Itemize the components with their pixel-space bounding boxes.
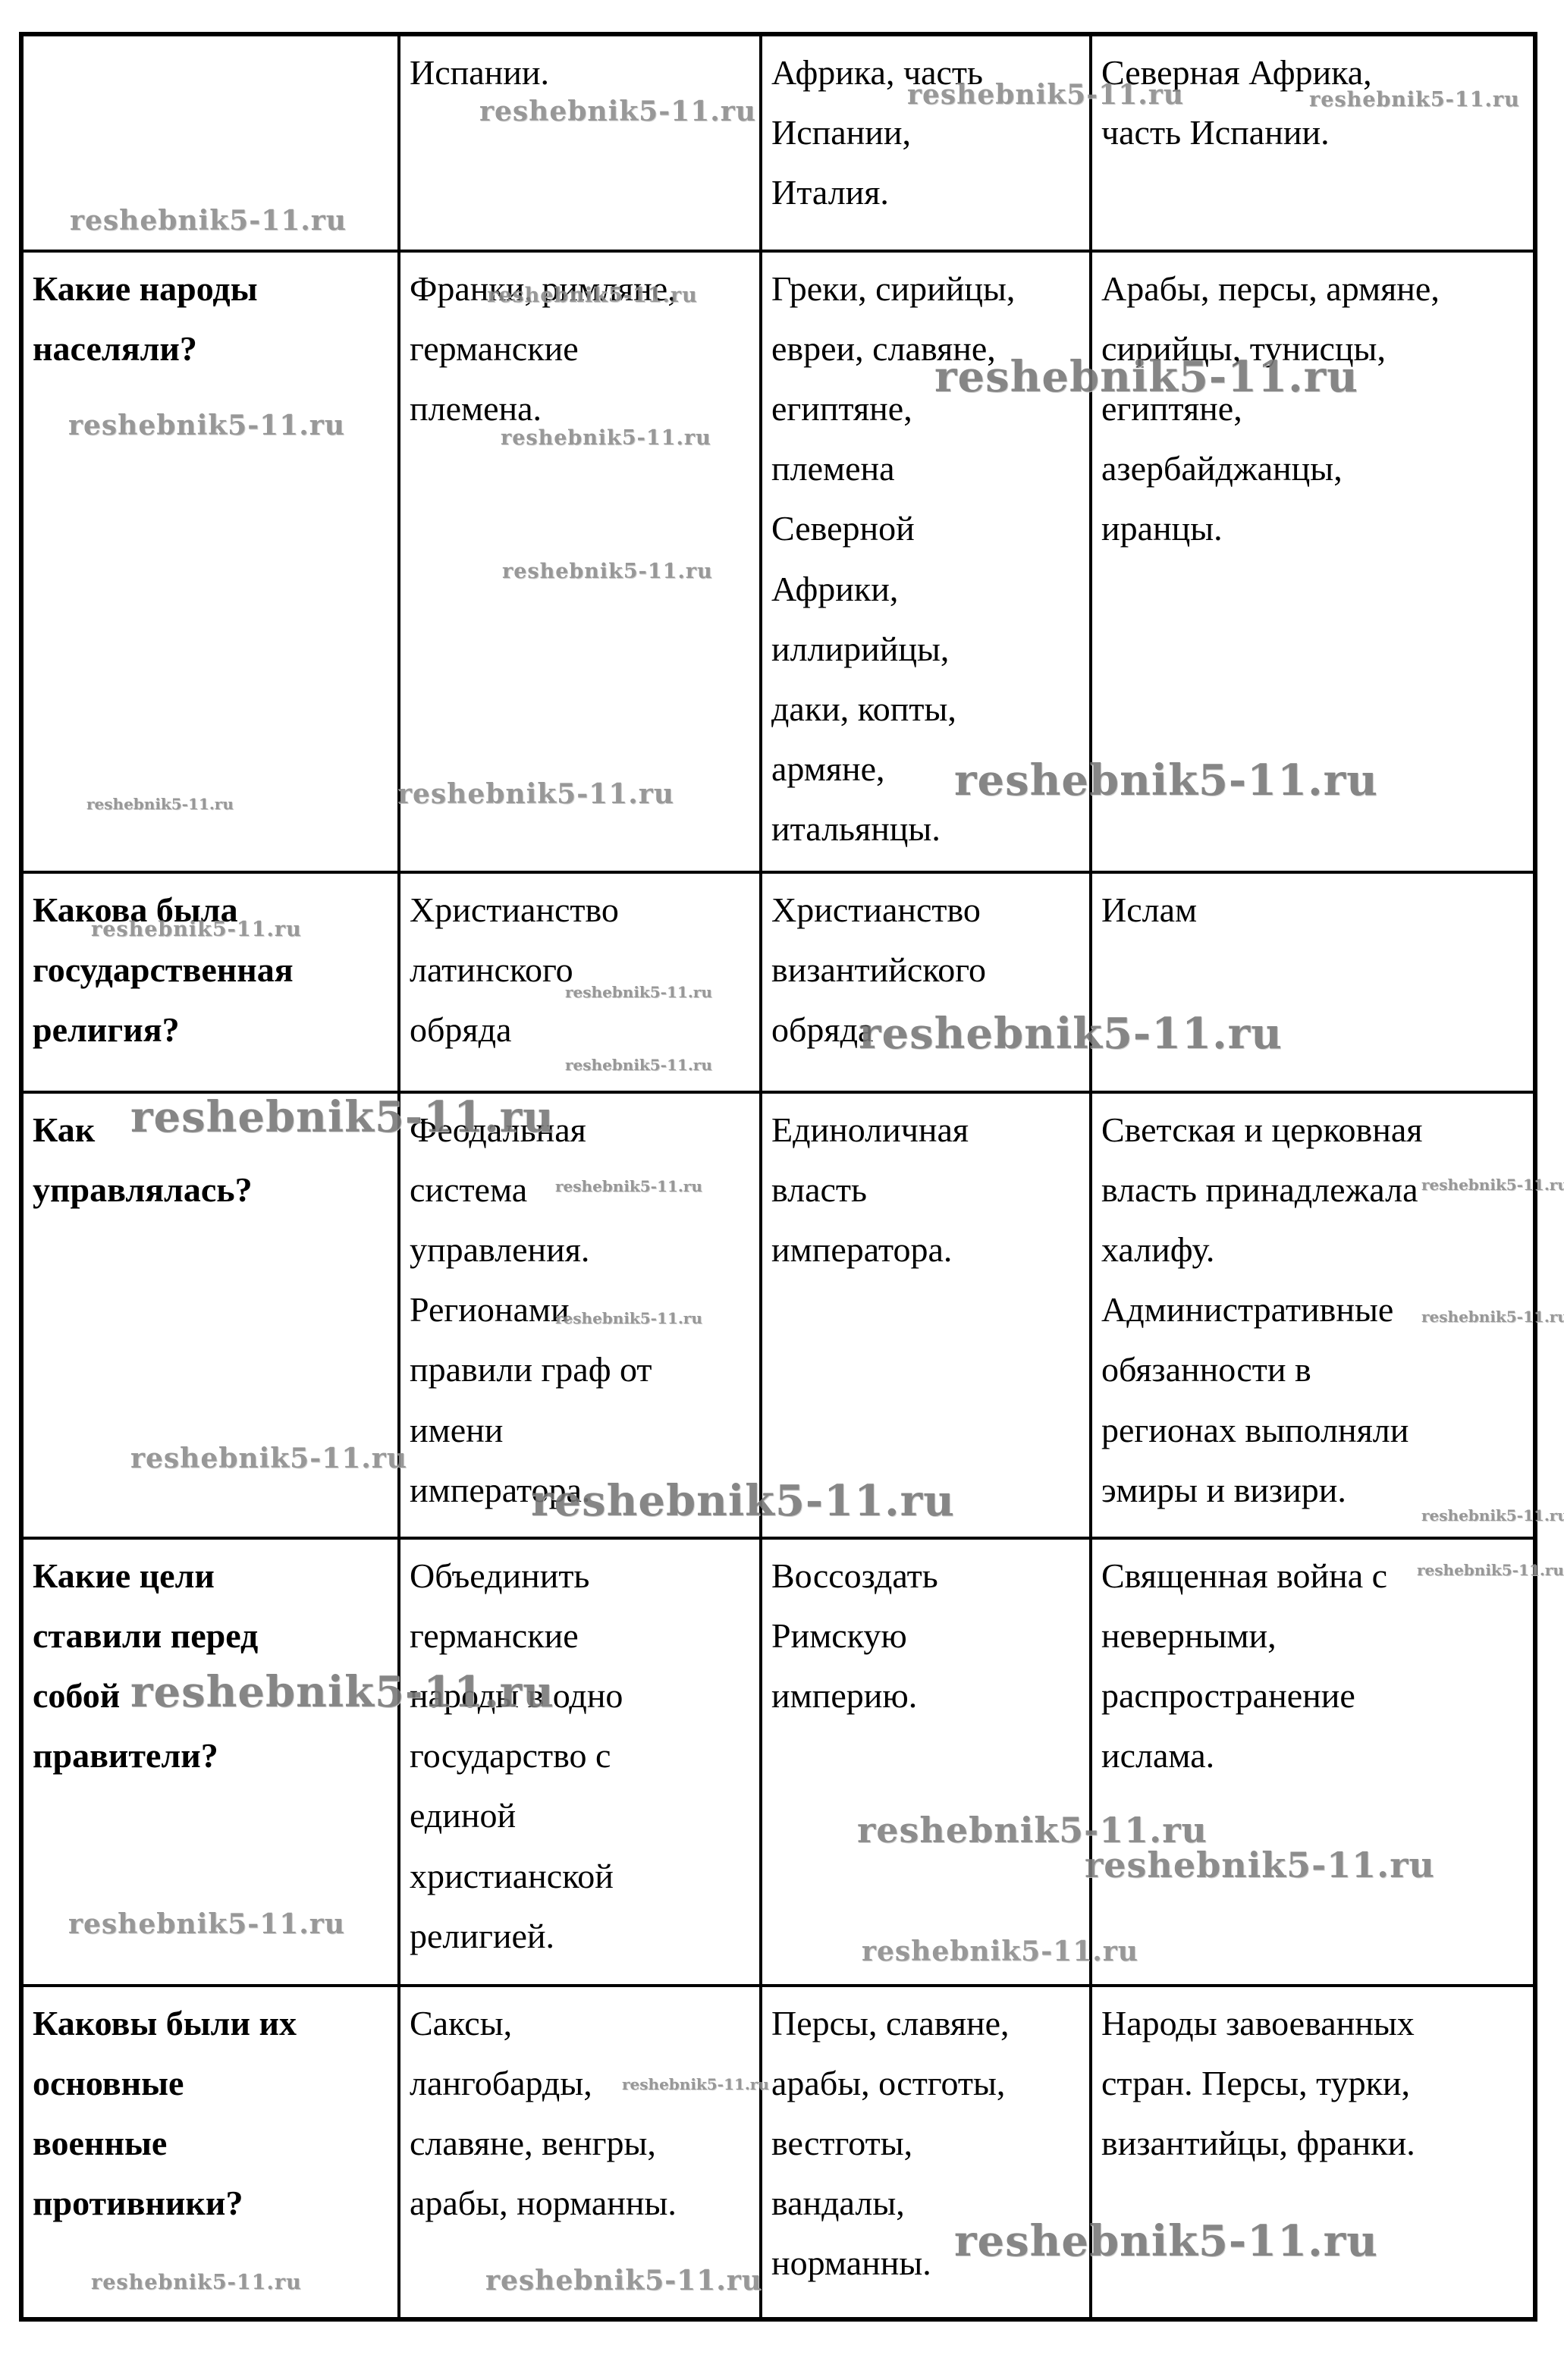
- cell-peoples-empire3: Арабы, персы, армяне, сирийцы, тунисцы, …: [1089, 250, 1537, 874]
- cell-religion-empire1: Христианство латинского обряда: [397, 871, 762, 1094]
- table-row-territory: Испании. Африка, часть Испании, Италия. …: [20, 33, 1537, 253]
- cell-peoples-empire2: Греки, сирийцы, евреи, славяне, египтяне…: [759, 250, 1092, 874]
- cell-enemies-empire3: Народы завоеванных стран. Персы, турки, …: [1089, 1984, 1537, 2321]
- cell-governance-empire3: Светская и церковная власть принадлежала…: [1089, 1091, 1537, 1540]
- cell-enemies-question: Каковы были их основные военные противни…: [20, 1984, 400, 2321]
- cell-peoples-empire1: Франки, римляне, германские племена.: [397, 250, 762, 874]
- table-row-religion: Какова была государственная религия? Хри…: [20, 871, 1537, 1094]
- cell-enemies-empire1: Саксы, лангобарды, славяне, венгры, араб…: [397, 1984, 762, 2321]
- cell-enemies-empire2: Персы, славяне, арабы, остготы, вестготы…: [759, 1984, 1092, 2321]
- comparison-table: Испании. Африка, часть Испании, Италия. …: [19, 32, 1537, 2322]
- table-row-goals: Какие цели ставили перед собой правители…: [20, 1537, 1537, 1987]
- cell-governance-empire1: Феодальная система управления. Регионами…: [397, 1091, 762, 1540]
- table-row-enemies: Каковы были их основные военные противни…: [20, 1984, 1537, 2321]
- cell-territory-question: [20, 33, 400, 253]
- cell-goals-empire1: Объединить германские народы в одно госу…: [397, 1537, 762, 1987]
- cell-territory-empire3: Северная Африка, часть Испании.: [1089, 33, 1537, 253]
- table-row-governance: Как управлялась? Феодальная система упра…: [20, 1091, 1537, 1540]
- cell-goals-empire3: Священная война с неверными, распростран…: [1089, 1537, 1537, 1987]
- cell-governance-question: Как управлялась?: [20, 1091, 400, 1540]
- cell-peoples-question: Какие народы населяли?: [20, 250, 400, 874]
- cell-goals-question: Какие цели ставили перед собой правители…: [20, 1537, 400, 1987]
- table-row-peoples: Какие народы населяли? Франки, римляне, …: [20, 250, 1537, 874]
- cell-goals-empire2: Воссоздать Римскую империю.: [759, 1537, 1092, 1987]
- cell-religion-question: Какова была государственная религия?: [20, 871, 400, 1094]
- cell-governance-empire2: Единоличная власть императора.: [759, 1091, 1092, 1540]
- cell-religion-empire2: Христианство византийского обряда: [759, 871, 1092, 1094]
- cell-territory-empire2: Африка, часть Испании, Италия.: [759, 33, 1092, 253]
- cell-religion-empire3: Ислам: [1089, 871, 1537, 1094]
- cell-territory-empire1: Испании.: [397, 33, 762, 253]
